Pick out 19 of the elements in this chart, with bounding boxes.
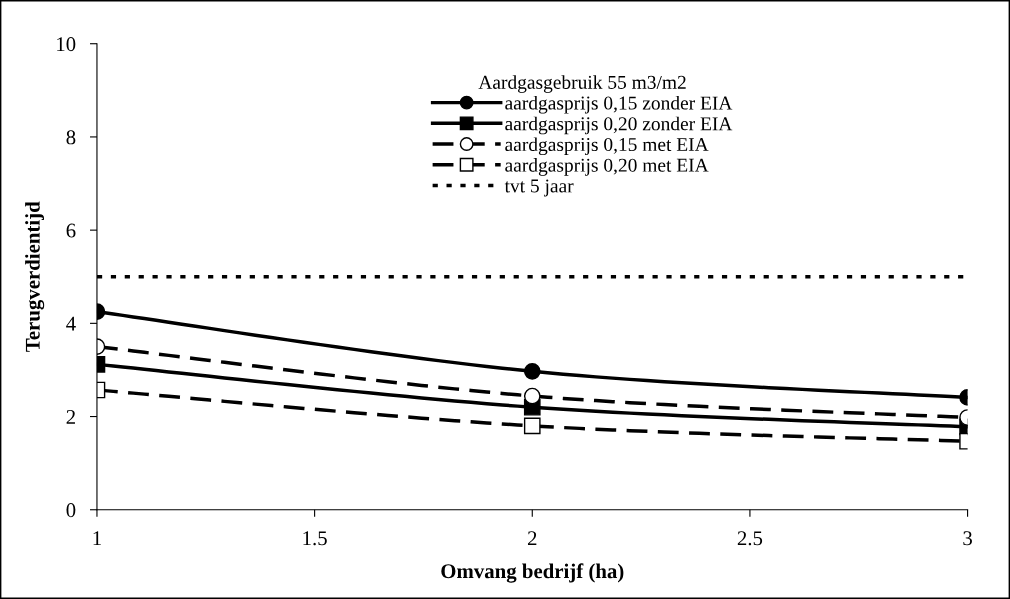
legend-label: tvt 5 jaar <box>504 179 574 197</box>
y-tick-label: 10 <box>57 37 76 52</box>
legend-label: aardgasprijs 0,15 zonder EIA <box>505 95 733 114</box>
y-axis-title: Terugverdientijd <box>25 201 45 352</box>
x-tick-label: 2 <box>527 531 537 546</box>
x-tick-label: 3 <box>963 531 972 546</box>
x-tick-label: 1.5 <box>303 531 327 546</box>
legend-label: aardgasprijs 0,20 met EIA <box>505 158 709 176</box>
x-tick-label: 1 <box>93 531 101 546</box>
y-tick-label: 2 <box>66 409 75 424</box>
legend-label: aardgasprijs 0,20 zonder EIA <box>505 116 733 135</box>
y-tick-label: 4 <box>66 316 76 331</box>
y-tick-label: 0 <box>66 503 76 518</box>
legend-title: Aardgasgebruik 55 m3/m2 <box>478 75 686 93</box>
y-tick-label: 6 <box>66 223 76 238</box>
x-axis-title: Omvang bedrijf (ha) <box>441 563 624 583</box>
legend-label: aardgasprijs 0,15 met EIA <box>505 137 709 156</box>
y-tick-label: 8 <box>66 130 76 145</box>
x-tick-label: 2.5 <box>737 531 763 546</box>
